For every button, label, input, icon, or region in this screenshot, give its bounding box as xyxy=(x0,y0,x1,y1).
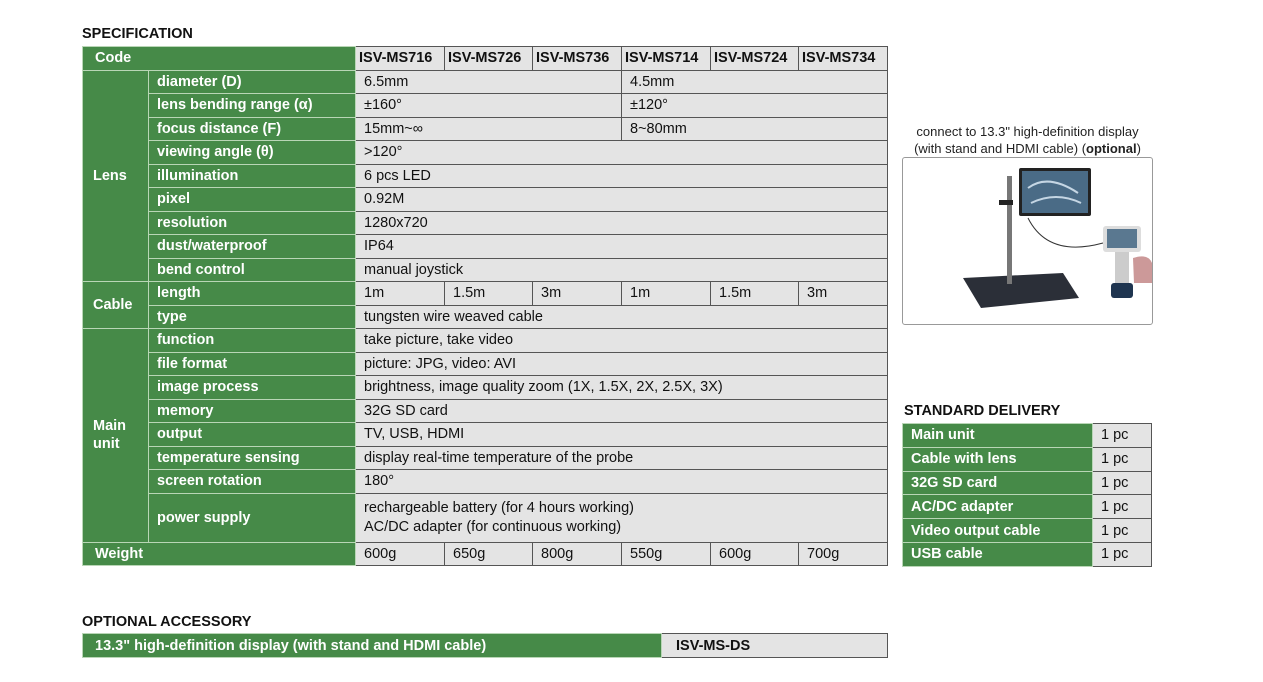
accessory-code: ISV-MS-DS xyxy=(661,633,888,658)
cell: take picture, take video xyxy=(355,328,888,353)
delivery-row: Cable with lens 1 pc xyxy=(902,446,1152,472)
delivery-row: Main unit 1 pc xyxy=(902,423,1152,448)
row-label: memory xyxy=(148,398,356,423)
row-label: function xyxy=(148,328,356,353)
cell: 6.5mm xyxy=(355,69,622,94)
caption-text: (with stand and HDMI cable) ( xyxy=(914,141,1087,156)
model-code: ISV-MS714 xyxy=(621,46,711,71)
row-label: diameter (D) xyxy=(148,69,356,94)
item-label: 32G SD card xyxy=(902,470,1093,496)
item-qty: 1 pc xyxy=(1092,541,1152,567)
row-label: output xyxy=(148,422,356,447)
item-qty: 1 pc xyxy=(1092,423,1152,448)
row-label: screen rotation xyxy=(148,469,356,494)
delivery-row: 32G SD card 1 pc xyxy=(902,470,1152,496)
delivery-row: Video output cable 1 pc xyxy=(902,518,1152,543)
item-label: Main unit xyxy=(902,423,1093,448)
item-label: USB cable xyxy=(902,541,1093,567)
model-code: ISV-MS716 xyxy=(355,46,445,71)
cell: 1.5m xyxy=(444,281,533,306)
cell: picture: JPG, video: AVI xyxy=(355,351,888,376)
item-qty: 1 pc xyxy=(1092,494,1152,520)
cell: 0.92M xyxy=(355,187,888,212)
delivery-table: Main unit 1 pc Cable with lens 1 pc 32G SD… xyxy=(902,423,1152,567)
item-label: AC/DC adapter xyxy=(902,494,1093,520)
cell: 550g xyxy=(621,541,711,566)
item-label: Video output cable xyxy=(902,518,1093,543)
power-line-1: rechargeable battery (for 4 hours workin… xyxy=(364,499,634,516)
row-label: type xyxy=(148,304,356,329)
cell: 650g xyxy=(444,541,533,566)
cell: display real-time temperature of the pro… xyxy=(355,445,888,470)
caption-bold: optional xyxy=(1086,141,1137,156)
cell: IP64 xyxy=(355,234,888,259)
accessory-table: 13.3" high-definition display (with stan… xyxy=(82,633,888,658)
cell: ±160° xyxy=(355,93,622,118)
row-label: bend control xyxy=(148,257,356,282)
cell: brightness, image quality zoom (1X, 1.5X… xyxy=(355,375,888,400)
cell: 3m xyxy=(532,281,622,306)
item-qty: 1 pc xyxy=(1092,518,1152,543)
row-label: pixel xyxy=(148,187,356,212)
group-cable: Cable xyxy=(82,281,149,329)
cell: 1280x720 xyxy=(355,210,888,235)
cell: 8~80mm xyxy=(621,116,888,141)
caption-text: ) xyxy=(1136,141,1141,156)
row-label: file format xyxy=(148,351,356,376)
cell: 32G SD card xyxy=(355,398,888,423)
cell: 700g xyxy=(798,541,888,566)
delivery-row: USB cable 1 pc xyxy=(902,541,1152,567)
row-label: illumination xyxy=(148,163,356,188)
cell: 6 pcs LED xyxy=(355,163,888,188)
row-label: temperature sensing xyxy=(148,445,356,470)
model-code: ISV-MS726 xyxy=(444,46,533,71)
row-label: focus distance (F) xyxy=(148,116,356,141)
cell: 600g xyxy=(710,541,799,566)
display-caption: connect to 13.3" high-definition display… xyxy=(895,123,1160,157)
cell: 4.5mm xyxy=(621,69,888,94)
accessory-label: 13.3" high-definition display (with stan… xyxy=(82,633,662,658)
cell: rechargeable battery (for 4 hours workin… xyxy=(355,492,888,543)
cell: 1.5m xyxy=(710,281,799,306)
model-code: ISV-MS734 xyxy=(798,46,888,71)
group-main-unit: Main unit xyxy=(82,328,149,543)
accessory-title: OPTIONAL ACCESSORY xyxy=(82,614,252,630)
cell: ±120° xyxy=(621,93,888,118)
cell: manual joystick xyxy=(355,257,888,282)
cell: 600g xyxy=(355,541,445,566)
cell: tungsten wire weaved cable xyxy=(355,304,888,329)
item-qty: 1 pc xyxy=(1092,470,1152,496)
row-label: viewing angle (θ) xyxy=(148,140,356,165)
cell: 1m xyxy=(621,281,711,306)
row-label: lens bending range (α) xyxy=(148,93,356,118)
cell: 1m xyxy=(355,281,445,306)
item-label: Cable with lens xyxy=(902,446,1093,472)
cell: 180° xyxy=(355,469,888,494)
item-qty: 1 pc xyxy=(1092,446,1152,472)
delivery-row: AC/DC adapter 1 pc xyxy=(902,494,1152,520)
power-line-2: AC/DC adapter (for continuous working) xyxy=(364,518,622,535)
delivery-title: STANDARD DELIVERY xyxy=(904,403,1061,419)
specification-table: Code ISV-MS716 ISV-MS726 ISV-MS736 ISV-MS71… xyxy=(82,46,888,566)
row-label: resolution xyxy=(148,210,356,235)
cell: 3m xyxy=(798,281,888,306)
cell: 800g xyxy=(532,541,622,566)
model-code: ISV-MS736 xyxy=(532,46,622,71)
code-row: Code ISV-MS716 ISV-MS726 ISV-MS736 ISV-MS71… xyxy=(82,46,888,71)
spec-title: SPECIFICATION xyxy=(82,26,193,42)
group-lens: Lens xyxy=(82,69,149,282)
row-label: power supply xyxy=(148,492,356,543)
row-label: length xyxy=(148,281,356,306)
caption-line-1: connect to 13.3" high-definition display xyxy=(916,124,1139,139)
product-image xyxy=(902,157,1153,325)
row-label: image process xyxy=(148,375,356,400)
cell: 15mm~∞ xyxy=(355,116,622,141)
cell: >120° xyxy=(355,140,888,165)
row-label: dust/waterproof xyxy=(148,234,356,259)
model-code: ISV-MS724 xyxy=(710,46,799,71)
code-label: Code xyxy=(82,46,356,71)
caption-line-2: (with stand and HDMI cable) (optional) xyxy=(895,140,1160,157)
weight-label: Weight xyxy=(82,541,356,566)
cell: TV, USB, HDMI xyxy=(355,422,888,447)
